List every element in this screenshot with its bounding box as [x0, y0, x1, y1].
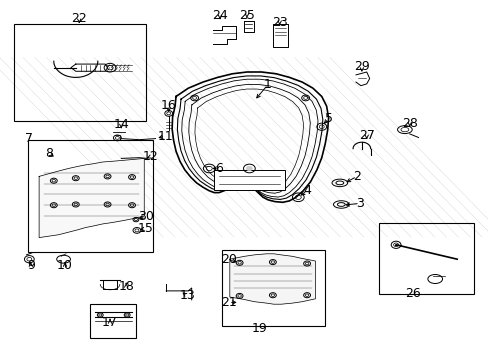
Text: 10: 10 [57, 259, 73, 272]
Text: 16: 16 [161, 99, 176, 112]
Bar [378, 223, 473, 294]
Text: 17: 17 [102, 316, 118, 329]
Text: 1: 1 [264, 78, 271, 91]
Text: 11: 11 [157, 130, 173, 143]
Bar [221, 250, 325, 326]
Text: 15: 15 [138, 222, 153, 235]
Text: 8: 8 [45, 147, 53, 159]
Text: 27: 27 [358, 129, 374, 141]
Polygon shape [39, 158, 144, 238]
Text: 13: 13 [179, 289, 195, 302]
Text: 22: 22 [71, 12, 87, 25]
Bar [14, 24, 145, 121]
Text: 3: 3 [355, 197, 363, 210]
Text: 30: 30 [138, 210, 153, 222]
Text: 4: 4 [303, 184, 310, 197]
Text: 29: 29 [353, 60, 369, 73]
Bar [214, 170, 284, 190]
Bar [90, 304, 136, 338]
Text: 21: 21 [221, 296, 236, 309]
Circle shape [246, 166, 252, 171]
Text: 9: 9 [27, 259, 35, 272]
Polygon shape [71, 64, 107, 71]
Text: 18: 18 [118, 280, 134, 293]
Text: 6: 6 [215, 162, 223, 175]
Text: 24: 24 [212, 9, 227, 22]
Text: 7: 7 [25, 132, 33, 145]
Text: 25: 25 [239, 9, 254, 22]
Text: 5: 5 [324, 112, 332, 125]
Text: 26: 26 [405, 287, 420, 300]
Text: 20: 20 [221, 253, 236, 266]
Text: 2: 2 [352, 170, 360, 183]
Text: 19: 19 [251, 322, 266, 335]
Polygon shape [229, 254, 315, 304]
Text: 12: 12 [142, 150, 158, 163]
Bar [28, 140, 152, 252]
Text: 23: 23 [271, 16, 287, 29]
Text: 14: 14 [113, 118, 129, 131]
Text: 28: 28 [401, 117, 417, 130]
